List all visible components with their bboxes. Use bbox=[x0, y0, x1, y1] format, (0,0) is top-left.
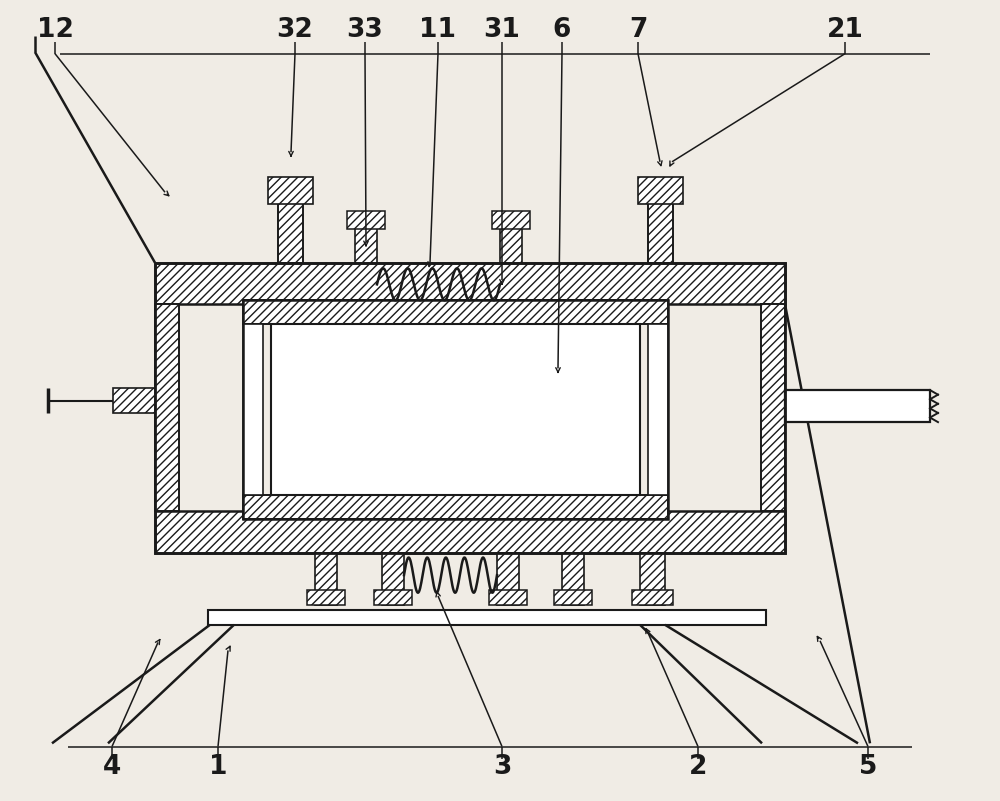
Text: 31: 31 bbox=[484, 18, 520, 43]
Bar bbox=[761, 304, 785, 511]
Bar bbox=[307, 590, 345, 605]
Bar bbox=[208, 610, 766, 625]
Bar bbox=[554, 590, 592, 605]
Text: 33: 33 bbox=[347, 18, 383, 43]
Bar bbox=[315, 553, 337, 605]
Bar bbox=[278, 187, 303, 263]
Bar bbox=[113, 388, 155, 413]
Text: 11: 11 bbox=[420, 18, 456, 43]
Text: 32: 32 bbox=[277, 18, 313, 43]
Bar bbox=[492, 211, 530, 229]
Text: 21: 21 bbox=[827, 18, 863, 43]
Bar bbox=[155, 263, 785, 553]
Bar bbox=[271, 324, 640, 495]
Bar bbox=[640, 553, 665, 605]
Text: 12: 12 bbox=[37, 18, 73, 43]
Bar bbox=[638, 177, 683, 204]
Text: 6: 6 bbox=[553, 18, 571, 43]
Bar bbox=[374, 590, 412, 605]
Bar bbox=[648, 187, 673, 263]
Bar bbox=[268, 177, 313, 204]
Bar bbox=[489, 590, 527, 605]
Bar bbox=[562, 553, 584, 605]
Bar bbox=[382, 553, 404, 605]
Bar bbox=[243, 300, 668, 519]
Bar bbox=[500, 215, 522, 263]
Bar bbox=[648, 324, 668, 495]
Bar bbox=[155, 511, 785, 553]
Bar bbox=[243, 495, 668, 519]
Text: 7: 7 bbox=[629, 18, 647, 43]
Text: 4: 4 bbox=[103, 755, 121, 780]
Bar bbox=[155, 304, 179, 511]
Text: 3: 3 bbox=[493, 755, 511, 780]
Text: 5: 5 bbox=[859, 755, 877, 780]
Text: 1: 1 bbox=[209, 755, 227, 780]
Bar bbox=[497, 553, 519, 605]
Bar bbox=[785, 390, 930, 422]
Bar bbox=[243, 300, 668, 324]
Text: 2: 2 bbox=[689, 755, 707, 780]
Bar bbox=[243, 324, 263, 495]
Bar bbox=[632, 590, 673, 605]
Bar bbox=[347, 211, 385, 229]
Bar bbox=[155, 263, 785, 304]
Bar bbox=[355, 215, 377, 263]
